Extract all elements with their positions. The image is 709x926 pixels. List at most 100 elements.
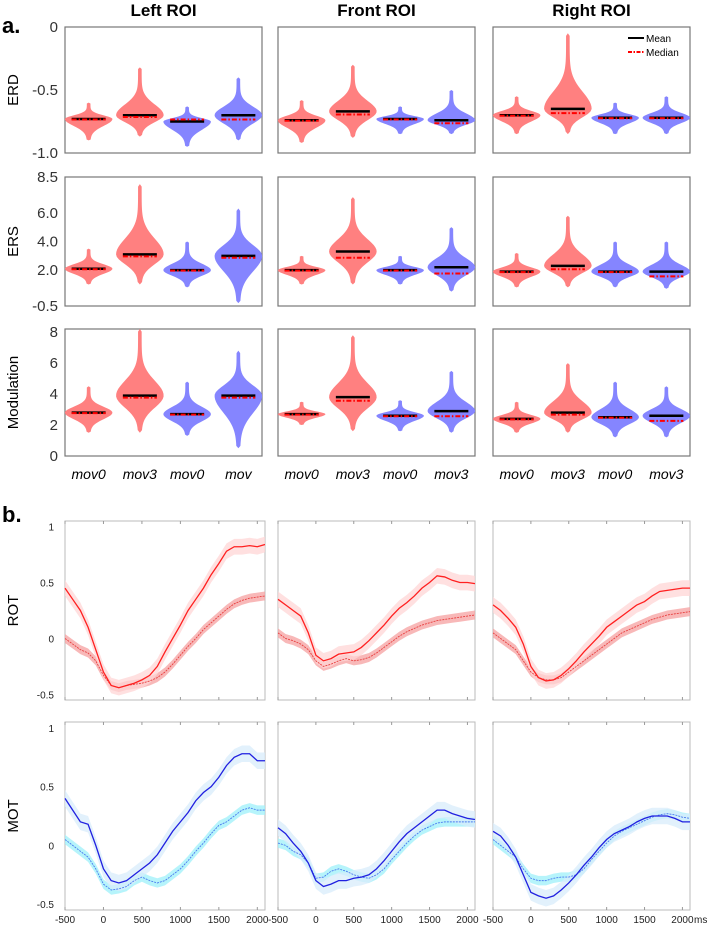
x-tick-label: -500 [268,915,288,926]
panel-label-b: b. [2,502,22,527]
y-tick-label: -0.5 [37,900,55,911]
series-line-solid [492,587,690,682]
panel-frame [492,26,691,154]
violin-panel [277,176,476,307]
y-tick-label: 1 [48,523,54,534]
y-tick-label: 2 [50,417,58,434]
violin [591,241,639,288]
panel-frame [277,26,476,154]
y-tick-label: 8 [50,324,58,341]
y-axis-label: ERS [5,226,22,257]
x-tick-label: 2000 [456,915,479,926]
legend-label: Median [646,48,679,59]
error-band-solid [493,580,690,689]
series-line-solid [64,753,265,884]
panel-frame [64,26,263,154]
y-axis-label: ROT [5,595,22,627]
series-line-dashed [64,595,266,689]
violin [427,227,476,292]
panel-label-a: a. [2,13,20,38]
x-tick-label: 1000 [381,915,404,926]
violin-panel [277,328,476,457]
x-tick-label: 0 [101,915,107,926]
panel-frame [492,176,691,307]
violin [214,77,263,141]
x-category-label: mov0 [285,466,319,482]
violin [116,67,164,137]
violin [591,381,639,438]
y-tick-label: 6 [50,355,58,372]
violin [163,381,211,436]
column-title: Right ROI [552,1,630,20]
y-tick-label: -1.0 [32,145,58,162]
series-line-dashed [492,813,691,882]
legend-label: Mean [646,34,671,45]
x-category-label: mov0 [72,466,106,482]
y-axis-label: ERD [5,74,22,106]
panel-frame [277,520,476,701]
error-band-dashed [278,610,475,671]
y-tick-label: 1 [48,724,54,735]
violin [116,329,164,433]
x-category-label: mov0 [598,466,632,482]
error-band-dashed [65,803,265,895]
error-band-dashed [65,591,265,693]
x-category-label: mov [225,466,252,482]
x-tick-label: 2000 [671,915,694,926]
x-category-label: mov3 [551,466,585,482]
series-line-dashed [492,611,691,681]
error-band-solid [65,536,265,696]
series-line-solid [492,815,690,899]
violin [163,106,211,147]
x-category-label: mov3 [649,466,683,482]
x-unit-label: ms [694,915,707,926]
violin-panel [492,328,691,457]
x-tick-label: -500 [483,915,503,926]
y-tick-label: 4.0 [37,234,58,251]
y-tick-label: 0.5 [40,783,54,794]
y-axis-label: Modulation [5,356,22,429]
x-tick-label: 0 [528,915,534,926]
x-tick-label: 1500 [633,915,656,926]
series-line-solid [277,575,476,662]
violin [427,370,476,433]
violin [116,184,164,285]
x-tick-label: 1500 [208,915,231,926]
x-tick-label: 500 [134,915,151,926]
x-tick-label: 500 [345,915,362,926]
violin [163,241,211,288]
error-band-dashed [493,607,690,685]
violin-panel [492,176,691,307]
y-tick-label: 0 [48,634,54,645]
x-category-label: mov3 [123,466,157,482]
y-tick-label: 0 [50,448,58,465]
y-tick-label: -0.5 [32,298,58,315]
violin [642,96,691,135]
panel-frame [492,328,691,457]
x-category-label: mov3 [336,466,370,482]
violin [376,106,424,135]
violin-panel [277,26,476,154]
series-line-dashed [277,614,476,667]
violin-panel [64,328,263,457]
error-band-solid [278,801,475,895]
y-tick-label: 2.0 [37,262,58,279]
y-tick-label: 0.5 [40,579,54,590]
violin [492,252,541,288]
panel-frame [277,176,476,307]
y-tick-label: 0 [50,19,58,36]
violin [64,102,113,141]
y-tick-label: 0 [48,841,54,852]
violin [642,386,691,438]
violin [492,401,541,433]
x-tick-label: -500 [55,915,75,926]
violin [64,386,113,433]
x-category-label: mov0 [500,466,534,482]
series-line-dashed [64,807,265,891]
timecourse-panel [277,721,476,911]
error-band-dashed [278,817,475,883]
y-tick-label: -0.5 [37,690,55,701]
series-line-solid [64,543,266,689]
timecourse-panel [64,520,266,701]
panel-frame [277,328,476,457]
